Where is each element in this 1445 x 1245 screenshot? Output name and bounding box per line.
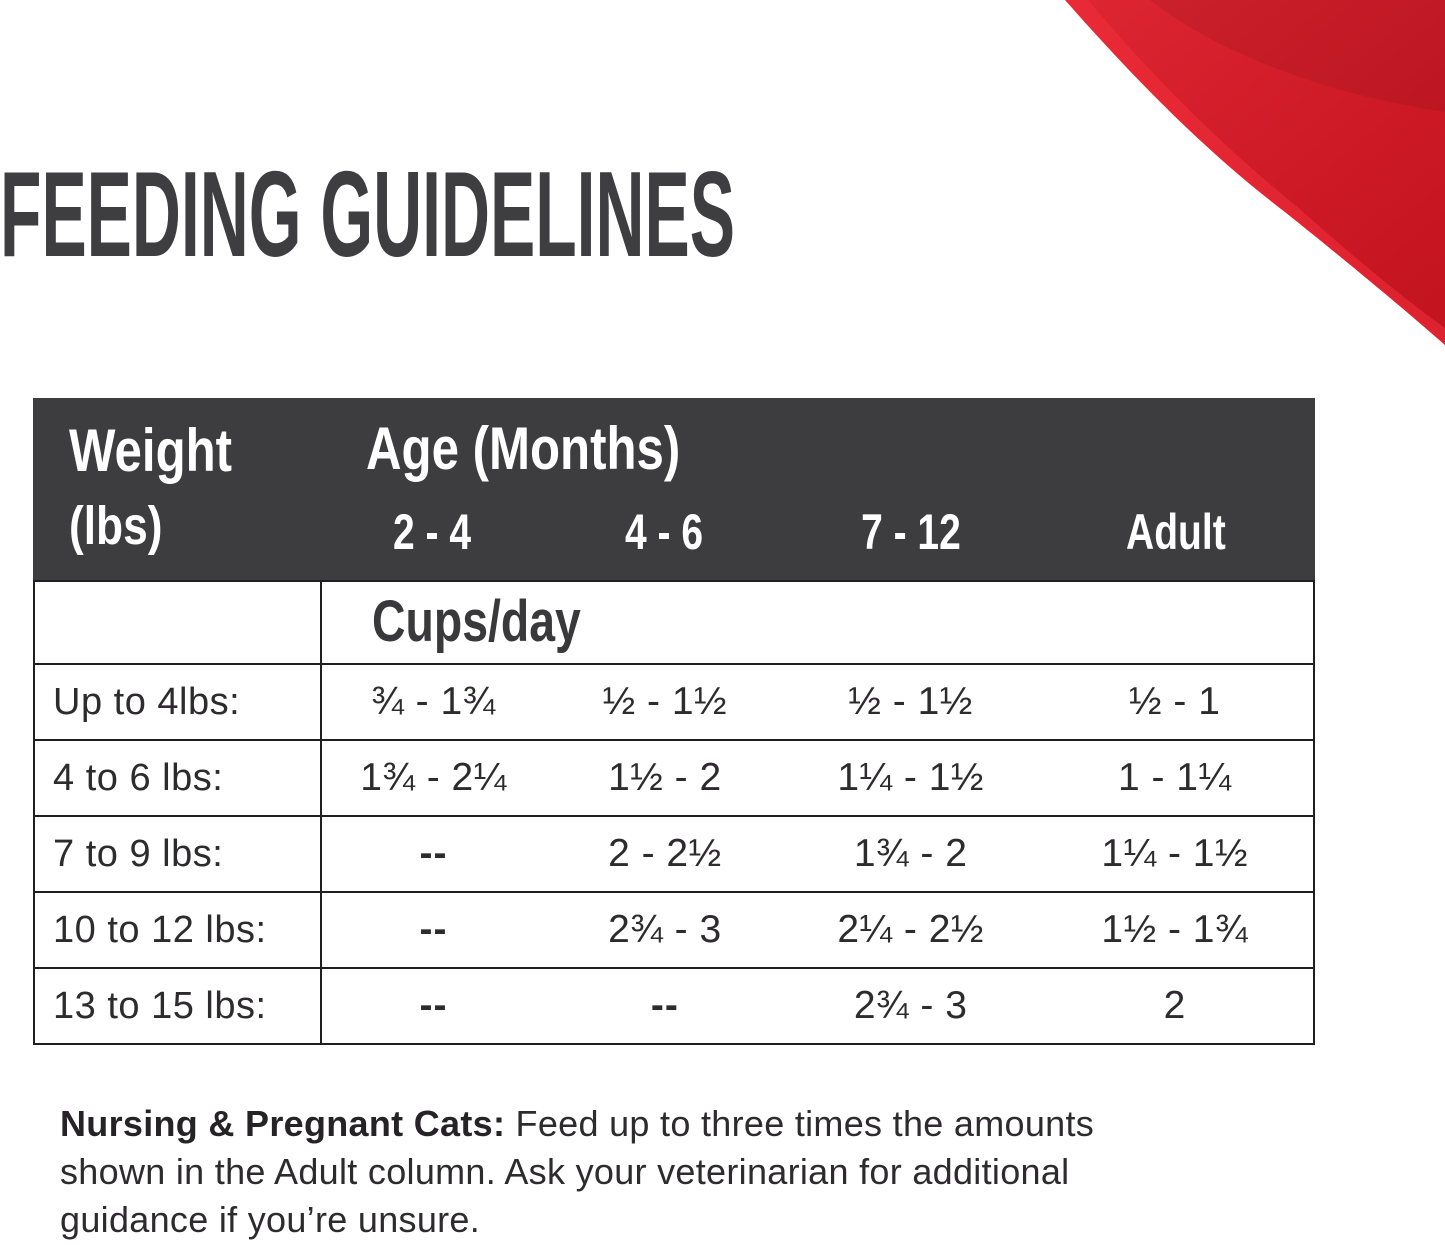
value-age-2-4: ¾ - 1¾: [371, 680, 496, 723]
swoosh-shade-wedge: [1150, 0, 1445, 112]
units-row-empty-cell: [35, 582, 320, 663]
value-age-2-4: 1¾ - 2¼: [360, 756, 507, 799]
header-col-2-4: 2 - 4: [392, 504, 471, 560]
header-age-cell: Age (Months) 2 - 4 4 - 6 7 - 12 Adult: [320, 398, 1315, 580]
value-age-4-6: ½ - 1½: [602, 680, 728, 723]
value-age-2-4: --: [419, 984, 448, 1027]
header-weight-cell: Weight (lbs): [33, 398, 320, 580]
table-header: Weight (lbs) Age (Months) 2 - 4 4 - 6 7 …: [33, 398, 1315, 580]
units-cell: Cups/day: [320, 582, 1313, 663]
nursing-pregnant-note: Nursing & Pregnant Cats: Feed up to thre…: [60, 1100, 1410, 1244]
units-label: Cups/day: [372, 589, 581, 655]
row-values: -- 2 - 2½ 1¾ - 2 1¼ - 1½: [320, 817, 1313, 891]
table-row: 10 to 12 lbs: -- 2¾ - 3 2¼ - 2½ 1½ - 1¾: [35, 891, 1313, 967]
table-row: 4 to 6 lbs: 1¾ - 2¼ 1½ - 2 1¼ - 1½ 1 - 1…: [35, 739, 1313, 815]
value-age-7-12: 2¼ - 2½: [837, 908, 984, 951]
weight-range-label: 4 to 6 lbs:: [53, 756, 224, 799]
row-values: -- -- 2¾ - 3 2: [320, 969, 1313, 1043]
swoosh-highlight-band: [1065, 0, 1445, 345]
value-age-7-12: 1¼ - 1½: [837, 756, 984, 799]
table-row: 7 to 9 lbs: -- 2 - 2½ 1¾ - 2 1¼ - 1½: [35, 815, 1313, 891]
page-title-block: FEEDING GUIDELINES: [0, 150, 735, 280]
value-adult: 1¼ - 1½: [1101, 832, 1249, 875]
table-row: Up to 4lbs: ¾ - 1¾ ½ - 1½ ½ - 1½ ½ - 1: [35, 663, 1313, 739]
header-weight-units: (lbs): [69, 496, 163, 556]
weight-range-label: 7 to 9 lbs:: [53, 832, 224, 875]
note-line-1: Nursing & Pregnant Cats: Feed up to thre…: [60, 1100, 1410, 1148]
table-row: 13 to 15 lbs: -- -- 2¾ - 3 2: [35, 967, 1313, 1043]
table-body: Cups/day Up to 4lbs: ¾ - 1¾ ½ - 1½ ½ - 1…: [33, 580, 1315, 1045]
note-line-3: guidance if you’re unsure.: [60, 1199, 481, 1240]
row-values: 1¾ - 2¼ 1½ - 2 1¼ - 1½ 1 - 1¼: [320, 741, 1313, 815]
page-title: FEEDING GUIDELINES: [0, 150, 735, 280]
note-line-1-text: Feed up to three times the amounts: [505, 1103, 1095, 1144]
red-swoosh-decoration: [1065, 0, 1445, 345]
value-age-7-12: 1¾ - 2: [853, 832, 968, 875]
note-bold-label: Nursing & Pregnant Cats:: [60, 1103, 506, 1144]
note-line-2: shown in the Adult column. Ask your vete…: [60, 1151, 1070, 1192]
value-adult: ½ - 1: [1129, 680, 1221, 723]
units-row: Cups/day: [35, 582, 1313, 663]
value-age-7-12: ½ - 1½: [848, 680, 973, 723]
header-age-label: Age (Months): [366, 415, 681, 482]
row-values: ¾ - 1¾ ½ - 1½ ½ - 1½ ½ - 1: [320, 665, 1313, 739]
value-age-2-4: --: [419, 832, 448, 875]
value-age-4-6: 2¾ - 3: [608, 908, 722, 951]
header-col-4-6: 4 - 6: [625, 504, 704, 560]
weight-range-label: Up to 4lbs:: [53, 680, 241, 723]
value-age-2-4: --: [419, 908, 448, 951]
value-age-4-6: 2 - 2½: [608, 832, 722, 875]
value-adult: 2: [1163, 984, 1186, 1027]
header-weight-label: Weight: [69, 417, 233, 484]
value-adult: 1½ - 1¾: [1101, 908, 1249, 951]
header-age-columns: 2 - 4 4 - 6 7 - 12 Adult: [320, 504, 1315, 560]
value-age-4-6: 1½ - 2: [608, 756, 722, 799]
header-col-adult: Adult: [1126, 504, 1226, 560]
value-age-7-12: 2¾ - 3: [853, 984, 968, 1027]
row-values: -- 2¾ - 3 2¼ - 2½ 1½ - 1¾: [320, 893, 1313, 967]
weight-range-label: 13 to 15 lbs:: [53, 984, 267, 1027]
header-col-7-12: 7 - 12: [861, 504, 961, 560]
value-age-4-6: --: [650, 984, 679, 1027]
feeding-guidelines-table: Weight (lbs) Age (Months) 2 - 4 4 - 6 7 …: [33, 398, 1315, 1045]
weight-range-label: 10 to 12 lbs:: [53, 908, 267, 951]
value-adult: 1 - 1¼: [1117, 756, 1232, 799]
